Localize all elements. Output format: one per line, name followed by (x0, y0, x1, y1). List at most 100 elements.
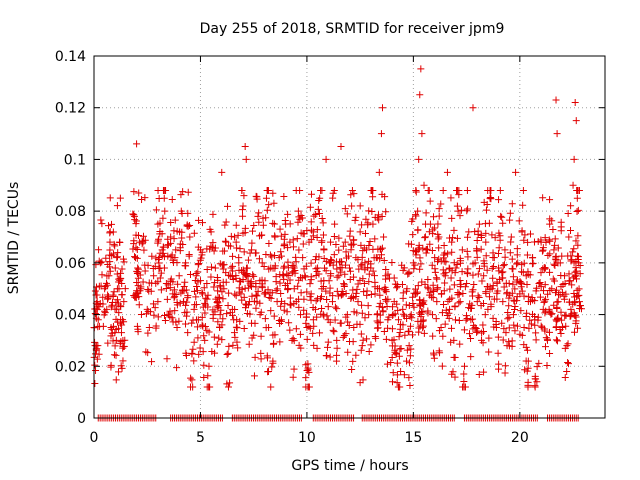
data-point (391, 346, 399, 354)
data-point (106, 194, 114, 202)
data-point (306, 203, 314, 211)
data-point (532, 336, 540, 344)
data-point (435, 327, 443, 335)
data-point (495, 244, 503, 252)
data-point (152, 206, 160, 214)
data-point (203, 280, 211, 288)
data-point (464, 265, 472, 273)
data-point (429, 226, 437, 234)
data-point (167, 239, 175, 247)
data-point (150, 311, 158, 319)
data-point (253, 195, 261, 203)
data-point (512, 168, 520, 176)
data-point (403, 287, 411, 295)
data-point (354, 280, 362, 288)
data-point (337, 258, 345, 266)
data-point (313, 344, 321, 352)
data-point (550, 277, 558, 285)
data-point (473, 247, 481, 255)
data-point (349, 338, 357, 346)
x-tick-label: 5 (196, 430, 205, 446)
data-point (482, 289, 490, 297)
data-point (189, 383, 197, 391)
data-point (181, 278, 189, 286)
data-point (250, 221, 258, 229)
data-point (296, 330, 304, 338)
data-point (91, 309, 99, 317)
data-point (441, 279, 449, 287)
data-point (458, 268, 466, 276)
data-point (147, 287, 155, 295)
data-point (408, 331, 416, 339)
data-point (251, 353, 259, 361)
data-point (487, 186, 495, 194)
data-point (521, 231, 529, 239)
data-point (315, 210, 323, 218)
data-point (209, 314, 217, 322)
data-point (463, 233, 471, 241)
data-point (574, 324, 582, 332)
data-point (232, 292, 240, 300)
data-point (367, 341, 375, 349)
data-point (189, 345, 197, 353)
data-point (216, 311, 224, 319)
data-point (295, 303, 303, 311)
data-point (281, 216, 289, 224)
data-point (341, 238, 349, 246)
data-point (341, 261, 349, 269)
data-point (190, 305, 198, 313)
data-point (192, 301, 200, 309)
data-point (136, 271, 144, 279)
data-point (489, 274, 497, 282)
data-point (348, 365, 356, 373)
data-point (540, 298, 548, 306)
data-point (289, 243, 297, 251)
data-point (139, 278, 147, 286)
data-point (132, 254, 140, 262)
data-point (542, 307, 550, 315)
data-point (412, 188, 420, 196)
data-point (270, 220, 278, 228)
data-point (412, 251, 420, 259)
data-point (414, 226, 422, 234)
data-point (537, 269, 545, 277)
data-point (201, 301, 209, 309)
data-point (218, 321, 226, 329)
data-point (487, 303, 495, 311)
data-point (192, 293, 200, 301)
data-point (437, 200, 445, 208)
data-point (440, 254, 448, 262)
data-point (499, 298, 507, 306)
data-point (164, 252, 172, 260)
data-point (312, 211, 320, 219)
data-point (431, 254, 439, 262)
data-point (421, 234, 429, 242)
data-point (194, 268, 202, 276)
data-point (175, 317, 183, 325)
data-point (376, 318, 384, 326)
data-point (510, 321, 518, 329)
data-point (166, 307, 174, 315)
data-point (420, 329, 428, 337)
data-point (421, 233, 429, 241)
data-point (201, 309, 209, 317)
data-point (338, 287, 346, 295)
data-point (110, 288, 118, 296)
data-point (522, 343, 530, 351)
data-point (493, 289, 501, 297)
data-point (570, 155, 578, 163)
data-point (255, 209, 263, 217)
data-point (528, 254, 536, 262)
data-point (365, 311, 373, 319)
data-point (429, 349, 437, 357)
data-point (376, 299, 384, 307)
data-point (235, 254, 243, 262)
data-point (546, 268, 554, 276)
data-point (490, 263, 498, 271)
data-point (206, 383, 214, 391)
data-point (242, 155, 250, 163)
data-point (379, 308, 387, 316)
data-point (249, 271, 257, 279)
data-point (431, 265, 439, 273)
data-point (133, 254, 141, 262)
